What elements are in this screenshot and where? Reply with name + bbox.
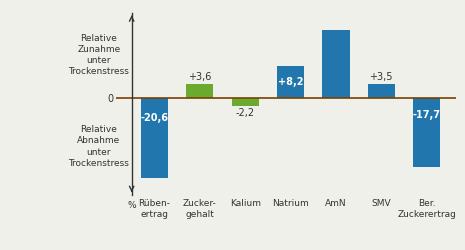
Bar	[413, 98, 440, 167]
Bar	[277, 66, 304, 98]
Bar	[368, 84, 395, 98]
Text: +3,5: +3,5	[370, 72, 393, 83]
Bar	[141, 98, 168, 178]
Text: -20,6: -20,6	[140, 113, 168, 123]
Bar	[232, 98, 259, 106]
Text: -17,7: -17,7	[412, 110, 441, 120]
Text: -2,2: -2,2	[236, 108, 255, 118]
Text: +8,2: +8,2	[278, 77, 303, 87]
Text: Relative
Zunahme
unter
Trockenstress: Relative Zunahme unter Trockenstress	[68, 34, 129, 76]
Text: %: %	[127, 201, 136, 210]
Bar	[322, 30, 350, 98]
Bar	[186, 84, 213, 98]
Text: Relative
Abnahme
unter
Trockenstress: Relative Abnahme unter Trockenstress	[68, 125, 129, 168]
Text: +3,6: +3,6	[188, 72, 212, 82]
